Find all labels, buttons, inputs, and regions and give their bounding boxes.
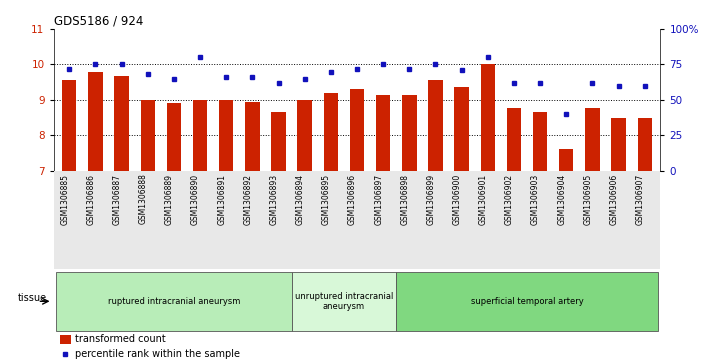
Text: GDS5186 / 924: GDS5186 / 924	[54, 15, 143, 28]
Text: ruptured intracranial aneurysm: ruptured intracranial aneurysm	[108, 297, 240, 306]
Bar	[559, 150, 573, 171]
Text: GSM1306885: GSM1306885	[60, 174, 69, 225]
Bar	[454, 87, 469, 171]
Text: GSM1306888: GSM1306888	[139, 174, 148, 224]
Bar	[89, 72, 103, 171]
Bar	[428, 79, 443, 171]
FancyBboxPatch shape	[396, 272, 658, 331]
Text: GSM1306907: GSM1306907	[635, 174, 645, 225]
Text: unruptured intracranial
aneurysm: unruptured intracranial aneurysm	[295, 291, 393, 311]
Text: GSM1306898: GSM1306898	[401, 174, 409, 225]
Bar	[271, 112, 286, 171]
FancyBboxPatch shape	[56, 272, 291, 331]
Bar	[611, 118, 625, 171]
Bar	[507, 107, 521, 171]
Bar	[193, 100, 207, 171]
Text: GSM1306904: GSM1306904	[557, 174, 566, 225]
Bar	[533, 112, 548, 171]
Bar	[62, 80, 76, 171]
Text: GSM1306892: GSM1306892	[243, 174, 252, 225]
Bar	[638, 118, 652, 171]
Text: GSM1306886: GSM1306886	[86, 174, 96, 225]
Text: percentile rank within the sample: percentile rank within the sample	[75, 349, 240, 359]
Text: GSM1306905: GSM1306905	[583, 174, 593, 225]
Bar	[298, 100, 312, 171]
FancyBboxPatch shape	[291, 272, 396, 331]
Text: GSM1306899: GSM1306899	[426, 174, 436, 225]
Bar	[585, 107, 600, 171]
Text: GSM1306901: GSM1306901	[479, 174, 488, 225]
Bar	[114, 76, 129, 171]
Text: GSM1306900: GSM1306900	[453, 174, 462, 225]
Bar	[166, 103, 181, 171]
Text: GSM1306897: GSM1306897	[374, 174, 383, 225]
Bar	[60, 335, 71, 344]
Text: GSM1306887: GSM1306887	[113, 174, 121, 225]
Text: GSM1306906: GSM1306906	[610, 174, 618, 225]
Text: GSM1306896: GSM1306896	[348, 174, 357, 225]
Text: transformed count: transformed count	[75, 334, 166, 344]
Text: superficial temporal artery: superficial temporal artery	[471, 297, 583, 306]
Text: GSM1306894: GSM1306894	[296, 174, 305, 225]
Text: GSM1306889: GSM1306889	[165, 174, 174, 225]
Text: GSM1306891: GSM1306891	[217, 174, 226, 225]
Bar	[350, 89, 364, 171]
Bar	[219, 100, 233, 171]
Bar	[323, 93, 338, 171]
Text: GSM1306893: GSM1306893	[269, 174, 278, 225]
Bar	[141, 100, 155, 171]
Bar	[481, 64, 495, 171]
Text: GSM1306903: GSM1306903	[531, 174, 540, 225]
Bar	[376, 94, 391, 171]
Text: GSM1306890: GSM1306890	[191, 174, 200, 225]
Text: GSM1306902: GSM1306902	[505, 174, 514, 225]
Text: tissue: tissue	[17, 293, 46, 303]
Text: GSM1306895: GSM1306895	[322, 174, 331, 225]
Bar	[402, 95, 416, 171]
Bar	[245, 102, 260, 171]
